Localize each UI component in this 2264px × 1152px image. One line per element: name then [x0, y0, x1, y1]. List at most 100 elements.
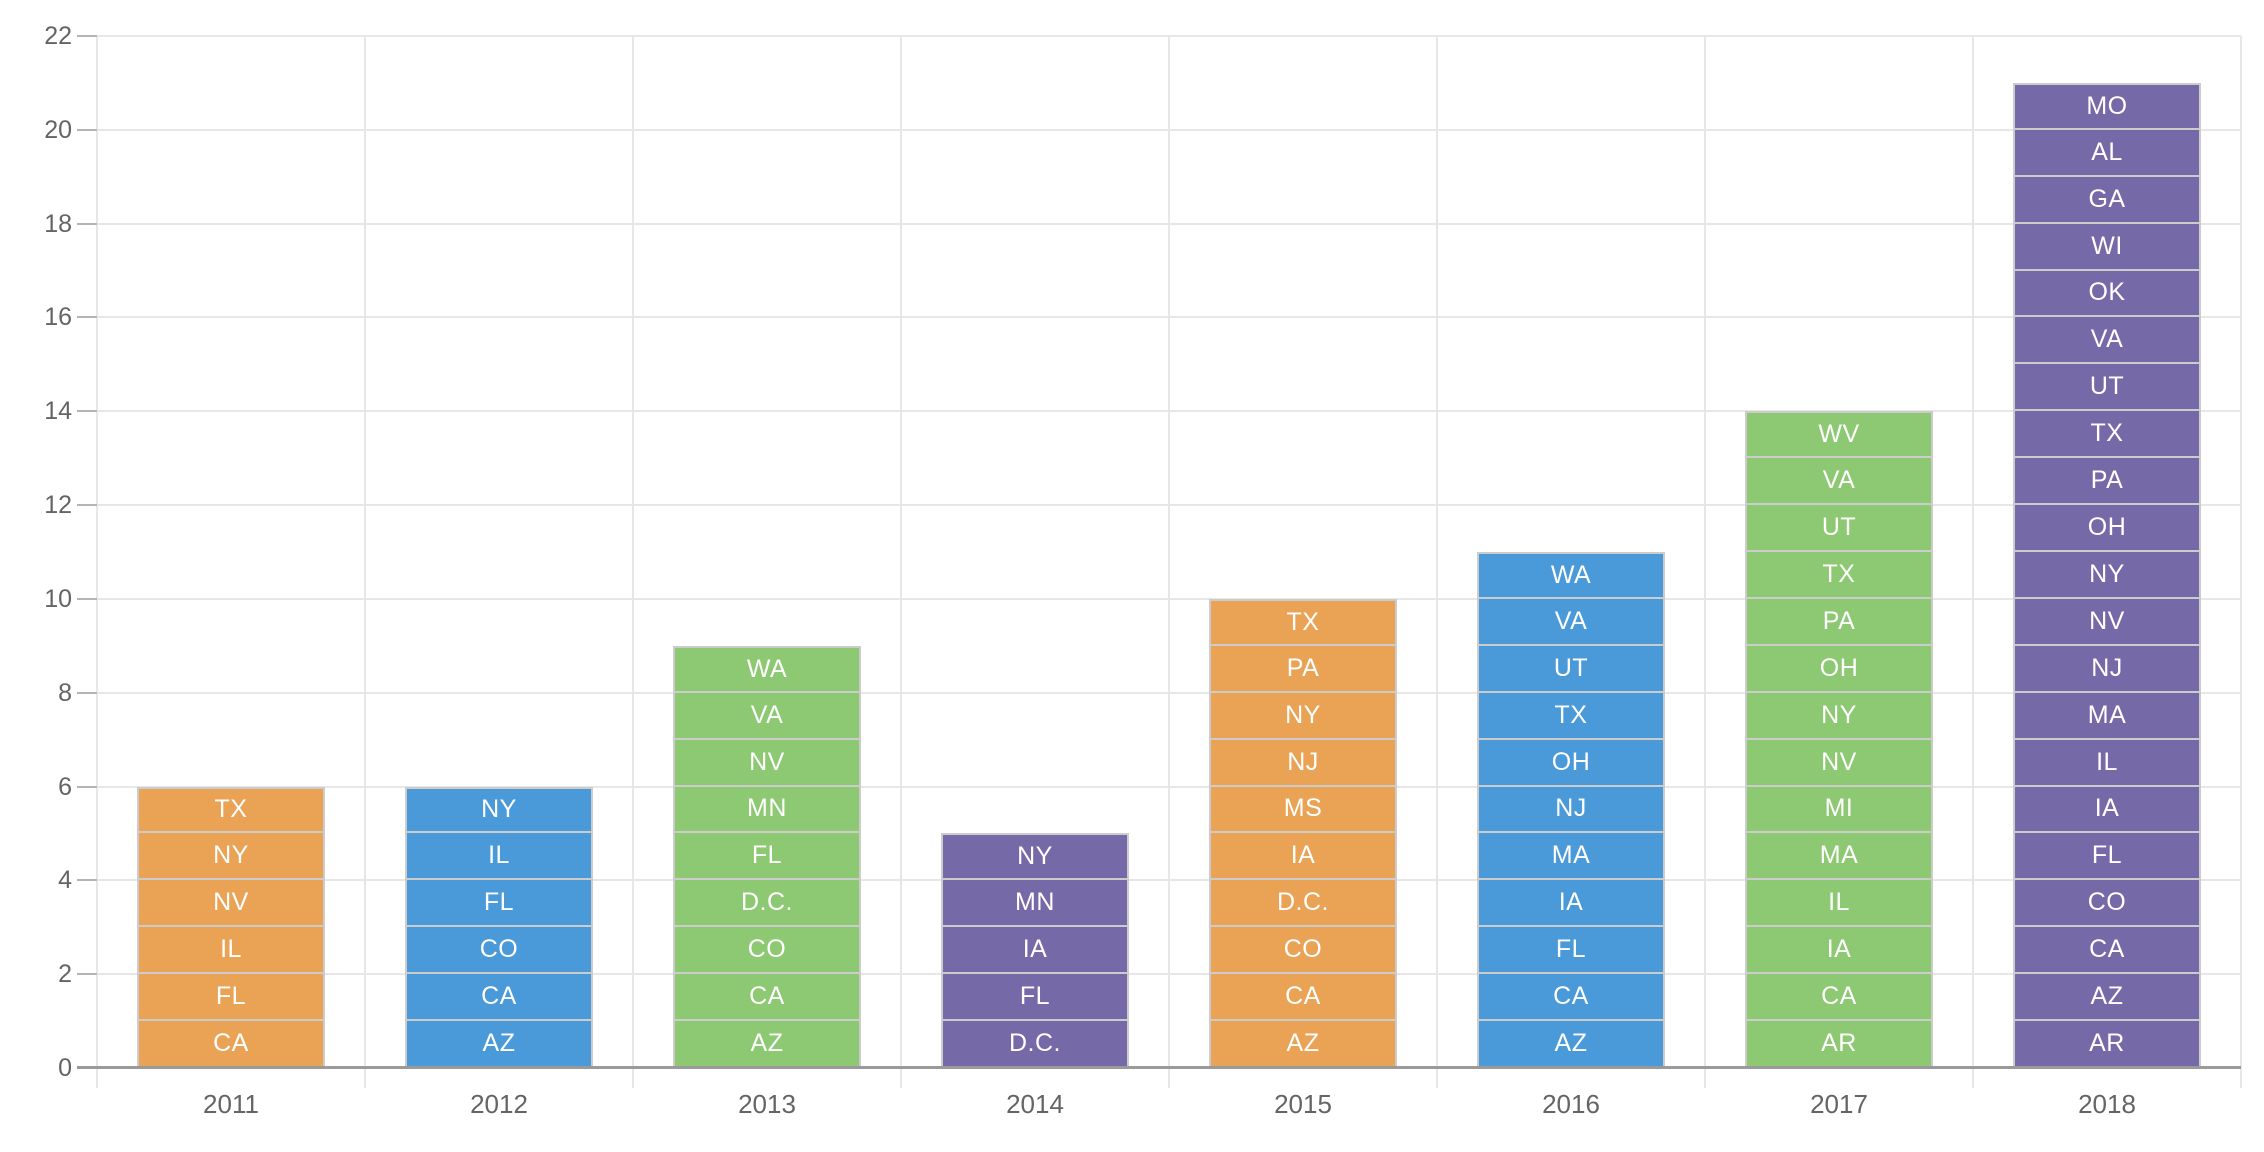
bar-segment-2016-CA[interactable]: CA	[1477, 972, 1665, 1022]
bar-segment-2018-NY[interactable]: NY	[2013, 549, 2201, 599]
bar-segment-2018-PA[interactable]: PA	[2013, 456, 2201, 506]
bar-segment-2017-OH[interactable]: OH	[1745, 643, 1933, 693]
bar-segment-2016-NJ[interactable]: NJ	[1477, 784, 1665, 834]
bar-segment-2015-TX[interactable]: TX	[1209, 598, 1397, 646]
bar-segment-2018-FL[interactable]: FL	[2013, 831, 2201, 881]
bar-segment-2016-TX[interactable]: TX	[1477, 690, 1665, 740]
segment-label: D.C.	[741, 888, 793, 917]
bar-segment-2018-NV[interactable]: NV	[2013, 596, 2201, 646]
bar-segment-2017-MI[interactable]: MI	[1745, 784, 1933, 834]
bar-segment-2015-MS[interactable]: MS	[1209, 784, 1397, 834]
bar-segment-2016-UT[interactable]: UT	[1477, 643, 1665, 693]
bar-segment-2012-NY[interactable]: NY	[405, 786, 593, 834]
bar-segment-2013-CO[interactable]: CO	[673, 925, 861, 975]
bar-segment-2016-OH[interactable]: OH	[1477, 737, 1665, 787]
bar-segment-2018-OK[interactable]: OK	[2013, 268, 2201, 318]
bar-segment-2013-FL[interactable]: FL	[673, 831, 861, 881]
bar-segment-2018-CO[interactable]: CO	[2013, 878, 2201, 928]
bar-segment-2017-PA[interactable]: PA	[1745, 596, 1933, 646]
bar-2018[interactable]: MO AL GA WI OK VA UT TX PA OH NY NV NJ MA IL IA FL CO CA AZ…	[2013, 82, 2201, 1068]
y-axis-label: 10	[44, 584, 72, 613]
bar-segment-2015-IA[interactable]: IA	[1209, 831, 1397, 881]
bar-segment-2011-NY[interactable]: NY	[137, 831, 325, 881]
bar-segment-2013-VA[interactable]: VA	[673, 690, 861, 740]
bar-segment-2015-CA[interactable]: CA	[1209, 972, 1397, 1022]
y-axis-label: 2	[58, 960, 72, 989]
bar-segment-2015-NY[interactable]: NY	[1209, 690, 1397, 740]
bar-segment-2013-NV[interactable]: NV	[673, 737, 861, 787]
bar-segment-2018-UT[interactable]: UT	[2013, 362, 2201, 412]
bar-2012[interactable]: NY IL FL CO CA AZ	[405, 786, 593, 1068]
bar-segment-2013-MN[interactable]: MN	[673, 784, 861, 834]
bar-segment-2018-AR[interactable]: AR	[2013, 1019, 2201, 1068]
bar-segment-2014-MN[interactable]: MN	[941, 878, 1129, 928]
bar-segment-2018-AL[interactable]: AL	[2013, 127, 2201, 177]
bar-segment-2011-CA[interactable]: CA	[137, 1019, 325, 1068]
bar-segment-2018-VA[interactable]: VA	[2013, 315, 2201, 365]
bar-segment-2018-AZ[interactable]: AZ	[2013, 972, 2201, 1022]
bar-segment-2013-AZ[interactable]: AZ	[673, 1019, 861, 1068]
bar-segment-2018-NJ[interactable]: NJ	[2013, 643, 2201, 693]
bar-2013[interactable]: WA VA NV MN FL D.C. CO CA AZ	[673, 645, 861, 1068]
segment-label: WA	[1550, 560, 1592, 589]
bar-segment-2018-WI[interactable]: WI	[2013, 221, 2201, 271]
bar-segment-2018-IA[interactable]: IA	[2013, 784, 2201, 834]
bar-segment-2018-IL[interactable]: IL	[2013, 737, 2201, 787]
bar-segment-2012-IL[interactable]: IL	[405, 831, 593, 881]
bar-segment-2015-D.C.[interactable]: D.C.	[1209, 878, 1397, 928]
bar-segment-2016-MA[interactable]: MA	[1477, 831, 1665, 881]
bar-segment-2018-GA[interactable]: GA	[2013, 174, 2201, 224]
bar-segment-2014-IA[interactable]: IA	[941, 925, 1129, 975]
bar-segment-2011-NV[interactable]: NV	[137, 878, 325, 928]
bar-segment-2017-TX[interactable]: TX	[1745, 549, 1933, 599]
bar-2015[interactable]: TX PA NY NJ MS IA D.C. CO CA AZ	[1209, 598, 1397, 1068]
bar-2017[interactable]: WV VA UT TX PA OH NY NV MI MA IL IA CA AR	[1745, 411, 1933, 1068]
segment-label: CA	[1821, 982, 1857, 1011]
bar-segment-2017-UT[interactable]: UT	[1745, 503, 1933, 552]
bar-segment-2012-CA[interactable]: CA	[405, 972, 593, 1022]
bar-segment-2016-VA[interactable]: VA	[1477, 596, 1665, 646]
bar-segment-2011-TX[interactable]: TX	[137, 786, 325, 834]
bar-segment-2017-NY[interactable]: NY	[1745, 690, 1933, 740]
bar-segment-2012-CO[interactable]: CO	[405, 925, 593, 975]
bar-segment-2017-IA[interactable]: IA	[1745, 925, 1933, 975]
bar-segment-2014-FL[interactable]: FL	[941, 972, 1129, 1022]
bar-segment-2017-MA[interactable]: MA	[1745, 831, 1933, 881]
bar-segment-2017-CA[interactable]: CA	[1745, 972, 1933, 1022]
segment-label: IA	[2094, 794, 2120, 823]
bar-segment-2018-TX[interactable]: TX	[2013, 409, 2201, 459]
bar-segment-2016-FL[interactable]: FL	[1477, 925, 1665, 975]
bar-segment-2011-FL[interactable]: FL	[137, 972, 325, 1022]
bar-segment-2018-MA[interactable]: MA	[2013, 690, 2201, 740]
bar-segment-2013-CA[interactable]: CA	[673, 972, 861, 1022]
bar-segment-2015-AZ[interactable]: AZ	[1209, 1019, 1397, 1068]
bar-2011[interactable]: TX NY NV IL FL CA	[137, 786, 325, 1068]
bar-segment-2018-MO[interactable]: MO	[2013, 82, 2201, 130]
bar-segment-2013-WA[interactable]: WA	[673, 645, 861, 693]
bar-2014[interactable]: NY MN IA FL D.C.	[941, 833, 1129, 1068]
bar-segment-2011-IL[interactable]: IL	[137, 925, 325, 975]
bar-segment-2016-WA[interactable]: WA	[1477, 552, 1665, 599]
bar-segment-2017-IL[interactable]: IL	[1745, 878, 1933, 928]
bar-segment-2018-OH[interactable]: OH	[2013, 503, 2201, 552]
bar-segment-2015-CO[interactable]: CO	[1209, 925, 1397, 975]
bar-segment-2013-D.C.[interactable]: D.C.	[673, 878, 861, 928]
bar-segment-2017-WV[interactable]: WV	[1745, 411, 1933, 459]
bar-2016[interactable]: WA VA UT TX OH NJ MA IA FL CA AZ	[1477, 552, 1665, 1068]
bar-segment-2017-AR[interactable]: AR	[1745, 1019, 1933, 1068]
bar-segment-2018-CA[interactable]: CA	[2013, 925, 2201, 975]
bar-segment-2016-IA[interactable]: IA	[1477, 878, 1665, 928]
bar-segment-2012-AZ[interactable]: AZ	[405, 1019, 593, 1068]
segment-label: CO	[2087, 888, 2127, 917]
bar-segment-2016-AZ[interactable]: AZ	[1477, 1019, 1665, 1068]
bar-segment-2015-NJ[interactable]: NJ	[1209, 737, 1397, 787]
bar-segment-2017-NV[interactable]: NV	[1745, 737, 1933, 787]
bar-segment-2014-D.C.[interactable]: D.C.	[941, 1019, 1129, 1068]
bar-segment-2012-FL[interactable]: FL	[405, 878, 593, 928]
bar-segment-2014-NY[interactable]: NY	[941, 833, 1129, 881]
segment-label: UT	[2089, 372, 2125, 401]
segment-label: WV	[1818, 420, 1860, 449]
bar-segment-2017-VA[interactable]: VA	[1745, 456, 1933, 506]
bar-segment-2015-PA[interactable]: PA	[1209, 643, 1397, 693]
